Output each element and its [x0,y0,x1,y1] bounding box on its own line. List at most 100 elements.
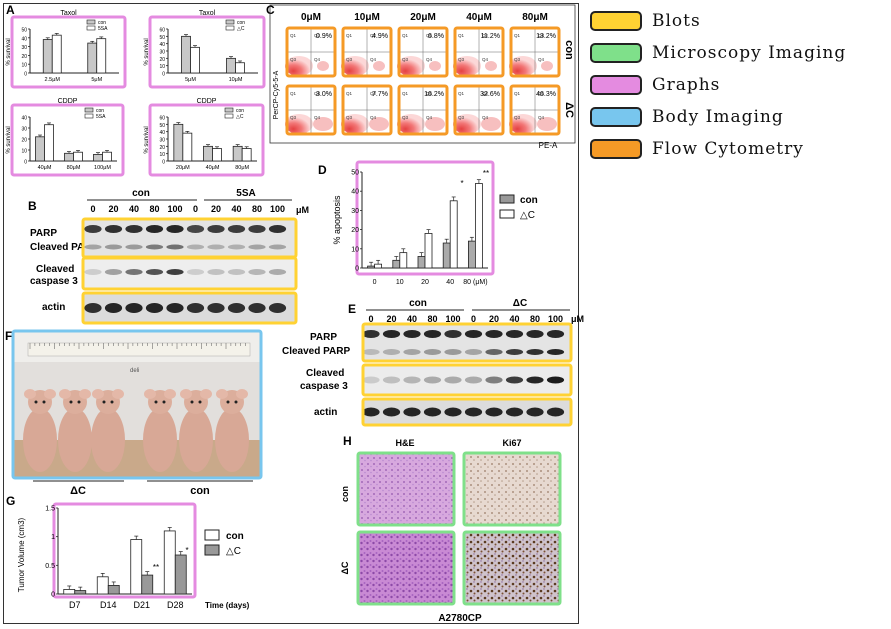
panel-a-chart-category-label: 10μM [229,77,243,83]
legend-label-microscopy: Microscopy Imaging [652,43,847,63]
panel-a-chart-bar [93,153,103,162]
panel-d-chart-category-label: 40 [446,279,454,286]
blot-b-band [227,244,246,250]
blot-e-band [546,407,565,417]
panel-a-chart-tick-label: 0 [24,72,27,78]
blot-b-band [227,303,246,313]
panel-a-legend-label: con [237,20,245,26]
blot-b-band [207,225,225,233]
panel-a-chart-tick-label: 0 [162,72,165,78]
blot-b-band [248,225,266,233]
panel-a-chart-bar [51,34,62,74]
panel-g-ylabel: Tumor Volume (cm3) [17,517,26,592]
frame-he-dc [356,530,456,606]
flow-quadrant-label: Q1 [514,91,521,96]
blot-e-band [546,376,565,384]
panel-c-letter: C [266,3,275,17]
flow-quadrant-label: Q3 [458,115,465,120]
blot-b-lane-label: 100 [270,204,285,214]
panel-a-chart-category-label: 40μM [38,165,52,171]
panel-a-chart-category-label: 80μM [235,165,249,171]
panel-a-chart-bar [212,148,222,162]
blot-e-band [464,330,483,338]
panel-a-chart-ylabel: % survival [144,38,150,65]
blot-b-band [248,269,266,275]
panel-d: D % apoptosis 0 10 20 30 40 50 0 10 20 40 80 (μM) *… [318,160,538,286]
mouse-body [58,408,92,472]
mouse-ear [44,389,56,399]
panel-a-chart-title: CDDP [197,98,217,105]
flow-plot: Q1 Q2 Q3 Q4 6.8% [397,26,449,78]
flow-plot-cloud-q4 [369,117,389,131]
panel-a-chart-category-label: 80μM [67,165,81,171]
panel-d-legend-swatch-dc [499,209,515,219]
blot-b-band [248,244,266,250]
blot-e-band [464,349,483,355]
flow-plot-frame [453,26,505,78]
mouse-eye [198,400,202,404]
blot-b-band [268,269,287,275]
panel-a-chart-category-label: 100μM [94,165,111,171]
blot-e-frame-parp [361,322,573,363]
blot-e-band [526,330,544,338]
flow-quadrant-label: Q3 [514,57,521,62]
panel-a-chart-title: Taxol [199,10,216,17]
mouse-eye [154,400,158,404]
panel-a-legend-label: △C [236,114,244,120]
blot-e-band [485,376,503,384]
blot-b-band [84,303,102,313]
panel-f: F deli ΔC con [5,329,263,497]
panel-g-frame [52,502,197,599]
flow-quadrant-label: Q2 [314,91,321,96]
panel-g-chart-bar [141,574,154,595]
panel-d-chart-category-label: 0 [373,279,377,286]
panel-d-letter: D [318,163,327,177]
panel-a-chart-tick-label: 50 [159,35,165,41]
ruler-text: deli [130,368,139,374]
blot-b-band [248,303,266,313]
blot-e-band [444,330,462,338]
panel-d-chart-tick-label: 10 [351,246,359,253]
blot-e-lane-label: 100 [548,314,563,324]
blot-b-band [186,303,205,313]
blot-b-band [84,269,102,275]
flow-plot-cloud [453,56,481,76]
panel-a-chart-tick-label: 20 [21,138,27,144]
flow-quadrant-label: Q3 [346,57,353,62]
mouse-body [23,408,57,472]
panel-g-chart-bar [130,539,143,595]
panel-g-chart-tick-label: 1 [51,534,55,541]
blot-e-band [546,349,565,355]
panel-a-chart-tick-label: 10 [159,152,165,158]
panel-a-chart-bar [64,152,74,162]
panel-a-chart-tick-label: 30 [159,138,165,144]
mouse-ear [112,389,124,399]
flow-quadrant-label: Q1 [514,33,521,38]
micrograph-he-con [359,454,453,524]
blot-b-band [186,244,205,250]
figure-border [3,3,579,624]
panel-a-chart-category-label: 40μM [206,165,220,171]
panel-a-chart-frame [10,103,125,177]
blot-b-band [166,269,184,275]
panel-h-letter: H [343,434,352,448]
flow-column-label: 10μM [354,12,380,23]
blot-b-lane-label: 80 [149,204,159,214]
mouse-eye [34,400,38,404]
blot-e-band [403,407,421,417]
blot-b-band [166,303,184,313]
flow-quadrant-label: Q4 [314,57,321,62]
panel-h-col-ki67: Ki67 [502,438,521,448]
blot-b-band [268,225,287,233]
mouse-ear [24,389,36,399]
panel-a-chart-bar [182,132,193,162]
panel-g-chart-bar [96,576,109,595]
blot-b-frame-actin [81,291,298,325]
flow-plot-cloud [509,114,537,134]
blot-b-band [125,225,143,233]
flow-quadrant-label: Q4 [314,115,321,120]
panel-g-xlabel: Time (days) [205,601,250,610]
blot-b-band [207,244,225,250]
panel-b-letter: B [28,199,37,213]
